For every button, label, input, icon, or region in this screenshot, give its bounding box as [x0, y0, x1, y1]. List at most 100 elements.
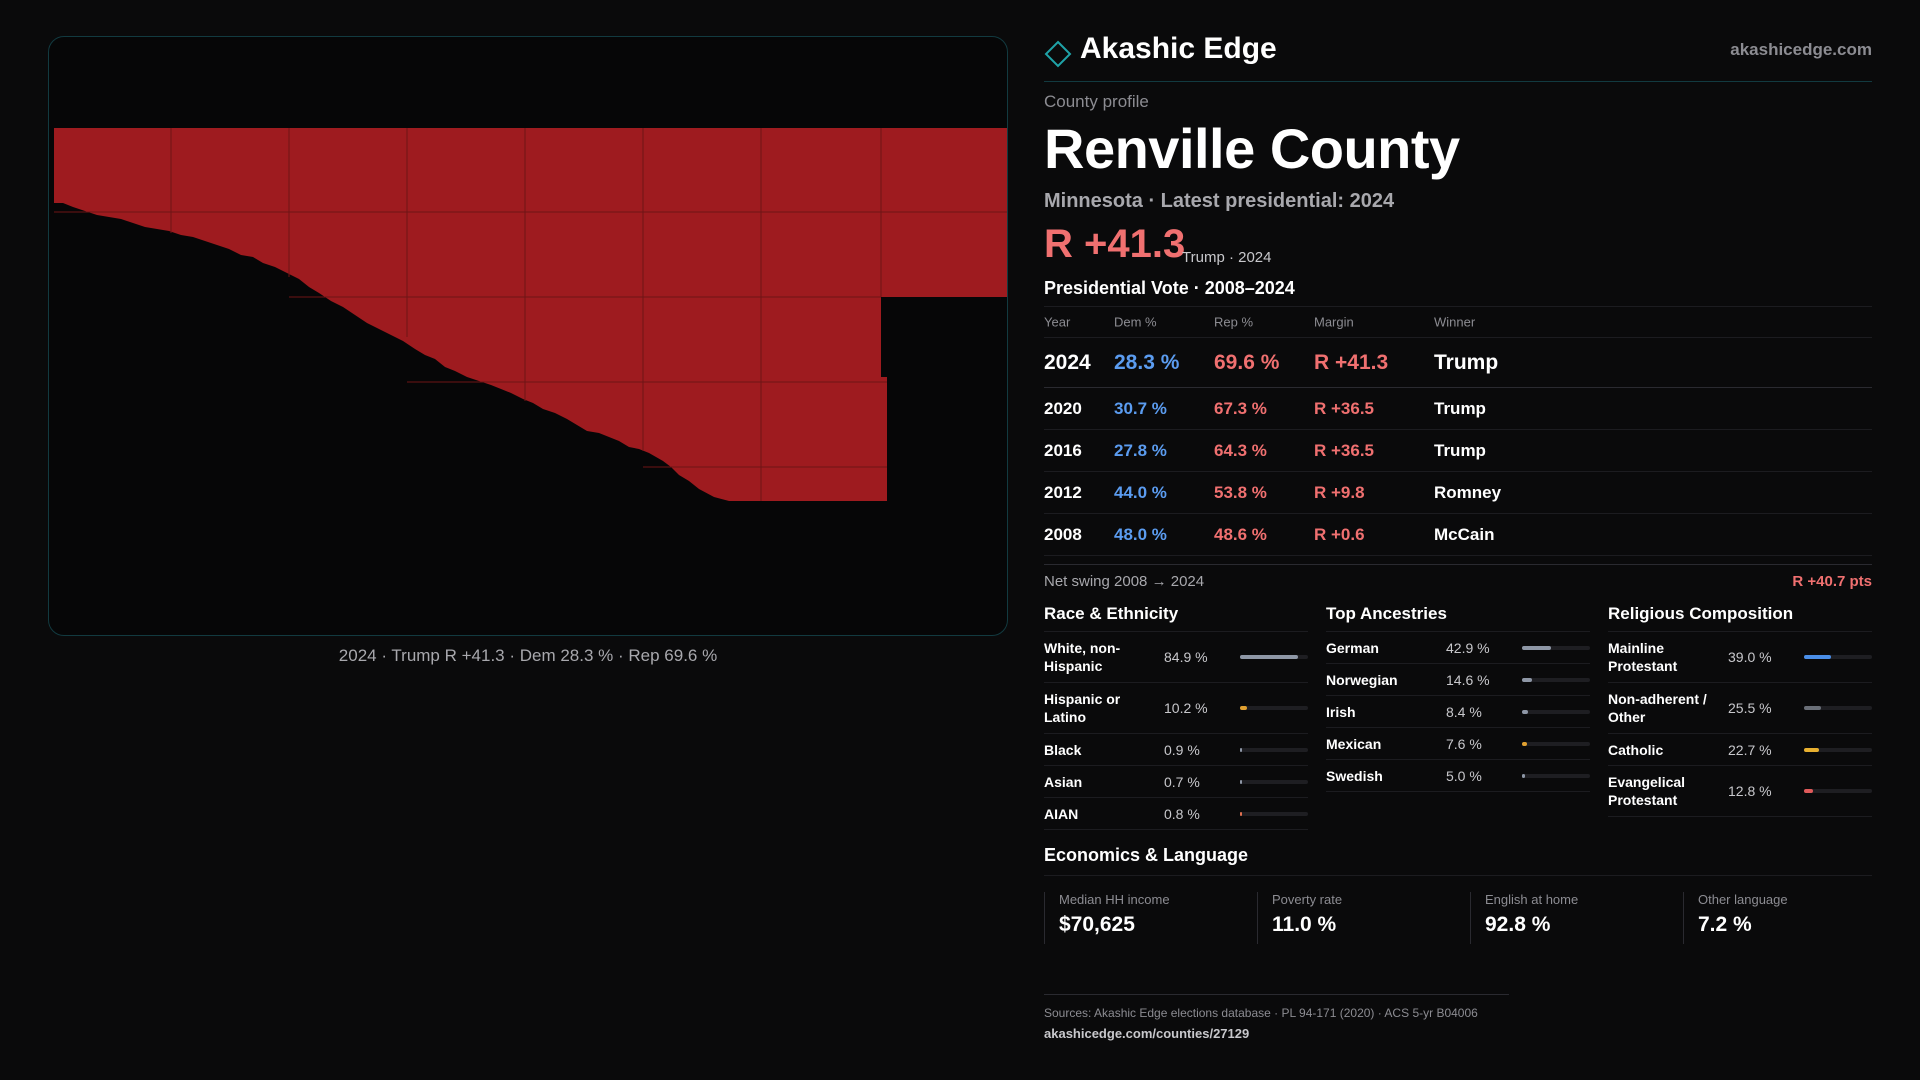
econ-english-home: English at home 92.8 %	[1470, 892, 1670, 944]
item-percent: 25.5 %	[1728, 700, 1772, 716]
item-percent: 22.7 %	[1728, 741, 1772, 758]
ancestry-list: German 42.9 % Norwegian 14.6 % Irish 8.4 % Mex…	[1326, 632, 1590, 792]
row-dem: 44.0 %	[1114, 482, 1167, 502]
sources-text: Sources: Akashic Edge elections database…	[1044, 1006, 1478, 1020]
row-winner: Romney	[1434, 482, 1502, 502]
item-percent: 42.9 %	[1446, 639, 1490, 656]
table-row: 2008 48.0 % 48.6 % R +0.6 McCain	[1044, 514, 1872, 556]
row-year: 2020	[1044, 398, 1082, 418]
item-bar-fill	[1804, 789, 1813, 793]
item-label: Mainline Protestant	[1608, 640, 1678, 674]
item-bar-fill	[1804, 655, 1831, 659]
item-bar-fill	[1522, 709, 1528, 714]
list-item: Hispanic or Latino 10.2 %	[1044, 683, 1308, 734]
list-item: Evangelical Protestant 12.8 %	[1608, 766, 1872, 817]
page-subtitle: Minnesota · Latest presidential: 2024	[1044, 190, 1395, 212]
item-label: Norwegian	[1326, 671, 1398, 688]
item-bar-track	[1804, 789, 1872, 793]
sources-divider	[1044, 994, 1509, 995]
county-map-panel	[48, 36, 1008, 636]
item-bar-track	[1522, 709, 1590, 714]
row-year: 2008	[1044, 524, 1082, 544]
item-percent: 0.8 %	[1164, 805, 1200, 822]
brand-url[interactable]: akashicedge.com	[1730, 40, 1872, 59]
page-kicker: County profile	[1044, 92, 1149, 111]
headline-margin-note: Trump · 2024	[1182, 249, 1272, 266]
econ-label: Poverty rate	[1272, 892, 1343, 907]
item-label: Non-adherent / Other	[1608, 691, 1707, 725]
sources-url[interactable]: akashicedge.com/counties/27129	[1044, 1026, 1250, 1041]
item-bar-track	[1240, 706, 1308, 710]
list-item: Norwegian 14.6 %	[1326, 664, 1590, 696]
row-year: 2016	[1044, 440, 1082, 460]
item-label: Hispanic or Latino	[1044, 691, 1121, 725]
row-winner: McCain	[1434, 524, 1495, 544]
item-bar-fill	[1240, 779, 1242, 784]
econ-value: 92.8 %	[1485, 913, 1551, 936]
item-label: AIAN	[1044, 805, 1079, 822]
list-item: Swedish 5.0 %	[1326, 760, 1590, 792]
row-margin: R +9.8	[1314, 482, 1365, 502]
row-dem: 30.7 %	[1114, 398, 1167, 418]
item-bar-fill	[1522, 677, 1532, 682]
table-row: 2024 28.3 % 69.6 % R +41.3 Trump	[1044, 338, 1872, 388]
row-winner: Trump	[1434, 398, 1486, 418]
row-margin: R +36.5	[1314, 398, 1375, 418]
item-bar-fill	[1240, 747, 1242, 752]
item-bar-track	[1804, 747, 1872, 752]
list-item: Asian 0.7 %	[1044, 766, 1308, 798]
econ-value: 11.0 %	[1272, 913, 1337, 936]
col-header-margin: Margin	[1314, 314, 1354, 330]
econ-title: Economics & Language	[1044, 845, 1249, 865]
item-bar-track	[1240, 779, 1308, 784]
ancestry-title: Top Ancestries	[1326, 600, 1590, 632]
item-bar-track	[1240, 811, 1308, 816]
row-margin: R +36.5	[1314, 440, 1375, 460]
item-label: White, non-Hispanic	[1044, 640, 1121, 674]
item-percent: 39.0 %	[1728, 649, 1772, 665]
item-label: Swedish	[1326, 767, 1383, 784]
vote-section-title: Presidential Vote · 2008–2024	[1044, 278, 1295, 298]
row-rep: 53.8 %	[1214, 482, 1267, 502]
vote-table-header: Year Dem % Rep % Margin Winner	[1044, 306, 1872, 338]
item-bar-track	[1804, 706, 1872, 710]
headline-margin: R +41.3	[1044, 222, 1186, 266]
row-rep: 64.3 %	[1214, 440, 1267, 460]
list-item: Irish 8.4 %	[1326, 696, 1590, 728]
race-ethnicity-panel: Race & Ethnicity White, non-Hispanic 84.9…	[1044, 600, 1308, 830]
net-swing-row: Net swing 2008 → 2024 R +40.7 pts	[1044, 564, 1872, 596]
econ-poverty-rate: Poverty rate 11.0 %	[1257, 892, 1457, 944]
econ-divider	[1044, 875, 1872, 876]
row-rep: 69.6 %	[1214, 350, 1280, 374]
econ-label: Other language	[1698, 892, 1788, 907]
brand-name: Akashic Edge	[1080, 32, 1277, 65]
list-item: Catholic 22.7 %	[1608, 734, 1872, 766]
township-lines	[54, 128, 1007, 501]
item-percent: 7.6 %	[1446, 735, 1482, 752]
diamond-logo-icon	[1044, 40, 1072, 68]
table-row: 2016 27.8 % 64.3 % R +36.5 Trump	[1044, 430, 1872, 472]
item-bar-fill	[1240, 811, 1242, 816]
religion-list: Mainline Protestant 39.0 % Non-adherent / …	[1608, 632, 1872, 817]
item-label: Black	[1044, 741, 1082, 758]
col-header-winner: Winner	[1434, 314, 1476, 330]
item-bar-fill	[1522, 773, 1526, 778]
brand-header: Akashic Edge akashicedge.com	[1044, 30, 1872, 82]
econ-value: 7.2 %	[1698, 913, 1752, 936]
item-bar-fill	[1522, 741, 1528, 746]
list-item: AIAN 0.8 %	[1044, 798, 1308, 830]
econ-other-language: Other language 7.2 %	[1683, 892, 1883, 944]
county-shape	[54, 128, 1007, 501]
econ-median-income: Median HH income $70,625	[1044, 892, 1244, 944]
col-header-year: Year	[1044, 314, 1071, 330]
net-swing-label: Net swing 2008 → 2024	[1044, 573, 1205, 590]
row-dem: 27.8 %	[1114, 440, 1167, 460]
map-caption: 2024 · Trump R +41.3 · Dem 28.3 % · Rep …	[338, 646, 718, 665]
row-winner: Trump	[1434, 350, 1499, 374]
row-margin: R +41.3	[1314, 350, 1389, 374]
item-percent: 5.0 %	[1446, 767, 1482, 784]
row-margin: R +0.6	[1314, 524, 1365, 544]
net-swing-value: R +40.7 pts	[1792, 573, 1872, 590]
table-row: 2012 44.0 % 53.8 % R +9.8 Romney	[1044, 472, 1872, 514]
